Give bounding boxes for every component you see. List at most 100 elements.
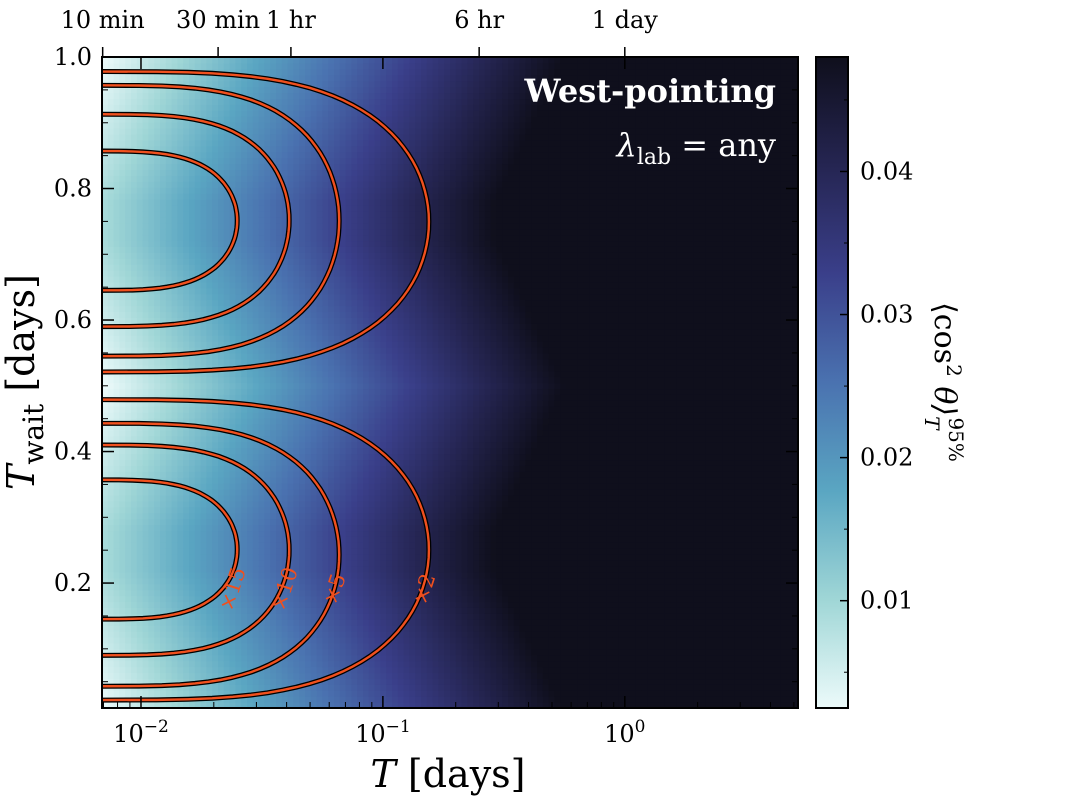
heatmap-cell (183, 619, 190, 626)
heatmap-cell (345, 554, 352, 561)
heatmap-cell (276, 299, 283, 307)
heatmap-cell (102, 104, 109, 111)
heatmap-cell (281, 305, 289, 313)
heatmap-cell (160, 228, 167, 236)
heatmap-cell (148, 116, 155, 123)
heatmap-cell (154, 228, 161, 236)
heatmap-cell (125, 382, 132, 390)
heatmap-cell (305, 145, 312, 153)
heatmap-cell (293, 151, 300, 159)
heatmap-cell (363, 666, 370, 674)
heatmap-cell (281, 477, 289, 484)
heatmap-cell (270, 187, 277, 194)
heatmap-cell (316, 234, 323, 242)
heatmap-cell (299, 299, 306, 307)
heatmap-cell (200, 459, 207, 466)
heatmap-cell (334, 181, 341, 188)
heatmap-cell (113, 234, 120, 242)
heatmap-cell (165, 595, 173, 603)
heatmap-cell (142, 388, 149, 395)
heatmap-cell (171, 477, 178, 484)
heatmap-cell (316, 133, 323, 141)
heatmap-cell (357, 589, 364, 597)
heatmap-cell (218, 471, 225, 478)
heatmap-cell (281, 642, 289, 650)
heatmap-cell (136, 364, 144, 372)
heatmap-cell (113, 512, 120, 520)
heatmap-cell (322, 110, 329, 117)
heatmap-cell (107, 128, 115, 135)
heatmap-cell (223, 619, 231, 626)
heatmap-cell (351, 506, 358, 514)
heatmap-cell (287, 57, 294, 64)
heatmap-cell (328, 435, 335, 443)
heatmap-cell (177, 613, 184, 620)
heatmap-cell (223, 423, 231, 431)
heatmap-cell (119, 524, 126, 532)
heatmap-cell (264, 68, 271, 76)
heatmap-cell (247, 270, 254, 277)
heatmap-cell (339, 619, 347, 626)
heatmap-cell (218, 447, 225, 455)
heatmap-cell (119, 128, 126, 135)
heatmap-cell (264, 163, 271, 171)
heatmap-cell (339, 305, 347, 313)
heatmap-cell (241, 423, 248, 431)
heatmap-cell (148, 57, 155, 64)
heatmap-cell (363, 660, 370, 668)
heatmap-cell (363, 518, 370, 526)
heatmap-cell (148, 358, 155, 366)
heatmap-cell (287, 500, 294, 508)
heatmap-cell (316, 122, 323, 129)
heatmap-cell (125, 500, 132, 508)
heatmap-cell (305, 406, 312, 413)
heatmap-cell (200, 175, 207, 182)
heatmap-cell (125, 335, 132, 342)
heatmap-cell (287, 607, 294, 614)
heatmap-cell (270, 341, 277, 348)
heatmap-cell (165, 187, 173, 194)
heatmap-cell (206, 394, 213, 401)
heatmap-cell (107, 690, 115, 697)
heatmap-cell (235, 57, 242, 64)
heatmap-cell (160, 654, 167, 662)
heatmap-cell (165, 447, 173, 455)
heatmap-cell (136, 571, 144, 579)
heatmap-cell (276, 400, 283, 407)
heatmap-cell (235, 98, 242, 105)
heatmap-cell (125, 536, 132, 543)
heatmap-cell (276, 346, 283, 354)
heatmap-cell (305, 589, 312, 597)
heatmap-cell (293, 358, 300, 366)
heatmap-cell (136, 583, 144, 591)
heatmap-cell (223, 74, 231, 82)
heatmap-cell (119, 595, 126, 603)
heatmap-cell (229, 169, 236, 176)
heatmap-cell (281, 441, 289, 449)
heatmap-cell (189, 169, 196, 176)
heatmap-cell (171, 139, 178, 147)
heatmap-cell (165, 169, 173, 176)
heatmap-cell (102, 601, 109, 608)
heatmap-cell (189, 204, 196, 212)
heatmap-cell (351, 672, 358, 680)
heatmap-cell (189, 388, 196, 395)
heatmap-cell (270, 151, 277, 159)
heatmap-cell (299, 62, 306, 70)
heatmap-cell (194, 187, 202, 194)
heatmap-cell (287, 613, 294, 620)
heatmap-cell (241, 329, 248, 336)
heatmap-cell (189, 631, 196, 638)
heatmap-cell (276, 418, 283, 425)
heatmap-cell (334, 122, 341, 129)
heatmap-cell (276, 74, 283, 82)
heatmap-cell (299, 382, 306, 390)
heatmap-cell (142, 116, 149, 123)
heatmap-cell (276, 642, 283, 650)
heatmap-cell (200, 388, 207, 395)
heatmap-cell (194, 240, 202, 247)
heatmap-cell (107, 299, 115, 307)
heatmap-cell (148, 86, 155, 94)
heatmap-cell (102, 489, 109, 496)
heatmap-cell (113, 583, 120, 591)
